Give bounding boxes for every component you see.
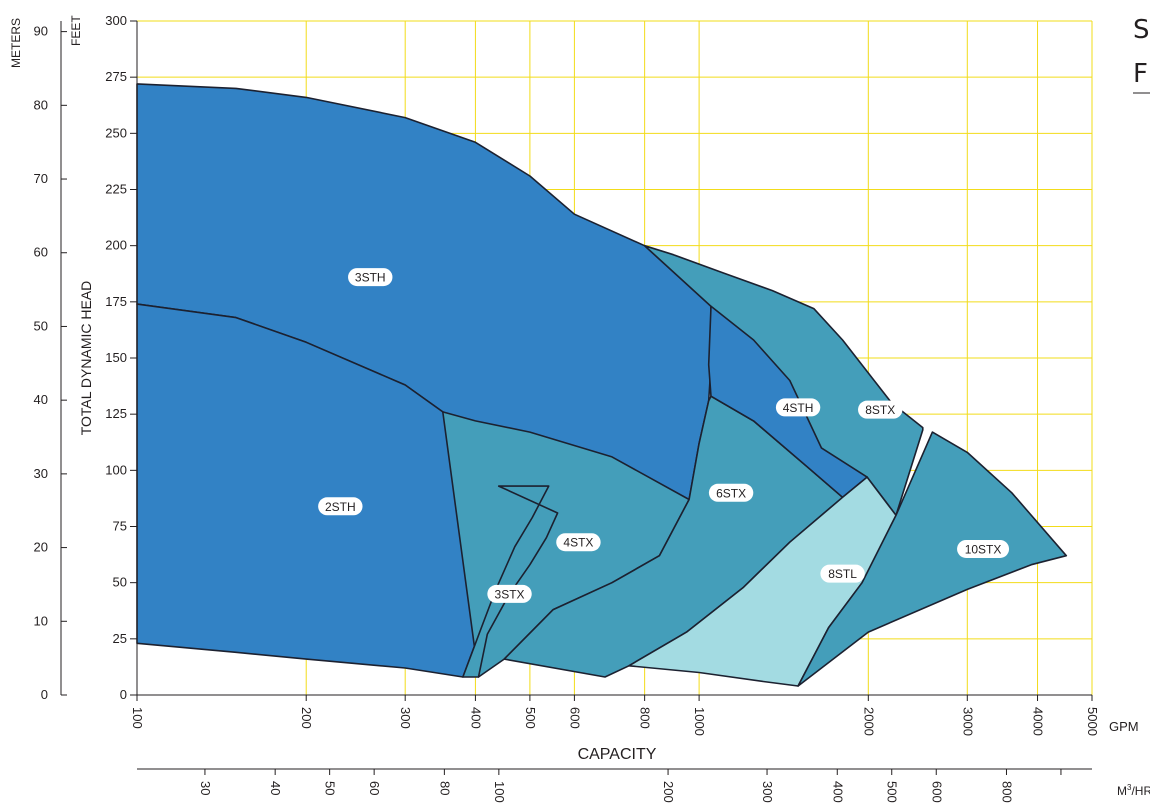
meter-tick-label: 70 — [34, 171, 48, 186]
gpm-tick-label: 300 — [398, 707, 413, 729]
m3hr-tick-label: 80 — [437, 781, 452, 795]
axes: 0255075100125150175200225250275300010203… — [34, 13, 1100, 803]
m3hr-tick-label: 300 — [760, 781, 775, 803]
region-label-badge — [318, 497, 363, 516]
region-label-4stx: 4STX — [556, 533, 601, 552]
region-labels: 3STH 2STH 4STX 3STX 6STX 8STX 4STH 8STL 10STX — [318, 268, 1010, 603]
chart-title: S — [1133, 15, 1150, 45]
meters-unit-label: METERS — [9, 18, 23, 68]
feet-unit-label: FEET — [69, 15, 83, 46]
region-3stx — [462, 485, 559, 678]
feet-tick-label: 0 — [120, 687, 127, 702]
region-label-8stl: 8STL — [820, 564, 865, 583]
region-label-text: 8STL — [828, 567, 857, 581]
region-label-badge — [487, 584, 532, 603]
region-label-badge — [858, 400, 903, 419]
m3hr-tick-label: 50 — [323, 781, 338, 795]
feet-tick-label: 225 — [105, 182, 127, 197]
m3hr-tick-label: 500 — [885, 781, 900, 803]
region-10stx — [797, 431, 1068, 687]
gpm-tick-label: 5000 — [1085, 707, 1100, 736]
region-label-badge — [957, 539, 1010, 558]
feet-tick-label: 175 — [105, 294, 127, 309]
feet-tick-label: 75 — [113, 519, 127, 534]
meter-tick-label: 60 — [34, 245, 48, 260]
gpm-tick-label: 200 — [299, 707, 314, 729]
gpm-tick-label: 600 — [567, 707, 582, 729]
meter-tick-label: 90 — [34, 24, 48, 39]
gpm-tick-label: 3000 — [960, 707, 975, 736]
meter-tick-label: 30 — [34, 466, 48, 481]
m3hr-tick-label: 60 — [367, 781, 382, 795]
region-label-10stx: 10STX — [957, 539, 1010, 558]
region-label-badge — [820, 564, 865, 583]
feet-tick-label: 25 — [113, 631, 127, 646]
gpm-tick-label: 2000 — [861, 707, 876, 736]
feet-tick-label: 200 — [105, 238, 127, 253]
feet-tick-label: 250 — [105, 125, 127, 140]
region-label-text: 6STX — [716, 486, 746, 500]
m3hr-tick-label: 40 — [268, 781, 283, 795]
feet-tick-label: 300 — [105, 13, 127, 28]
meter-tick-label: 0 — [41, 687, 48, 702]
region-label-text: 3STX — [495, 587, 525, 601]
region-label-text: 4STX — [563, 536, 593, 550]
pump-regions — [136, 83, 1068, 687]
m3hr-tick-label: 30 — [198, 781, 213, 795]
meter-tick-label: 80 — [34, 97, 48, 112]
region-label-badge — [708, 483, 754, 502]
m3hr-tick-label: 400 — [830, 781, 845, 803]
region-label-3sth: 3STH — [348, 268, 393, 287]
m3hr-tick-label: 100 — [492, 781, 507, 803]
y-axis-title: TOTAL DYNAMIC HEAD — [78, 281, 94, 436]
m3hr-unit-label: M3/HR — [1117, 783, 1150, 798]
gpm-tick-label: 4000 — [1031, 707, 1046, 736]
feet-tick-label: 100 — [105, 462, 127, 477]
meter-tick-label: 50 — [34, 318, 48, 333]
feet-tick-label: 150 — [105, 350, 127, 365]
meter-tick-label: 10 — [34, 613, 48, 628]
chart-subtitle: F — [1133, 59, 1148, 89]
region-label-text: 3STH — [355, 271, 386, 285]
m3hr-tick-label: 600 — [929, 781, 944, 803]
gpm-tick-label: 1000 — [692, 707, 707, 736]
region-label-8stx: 8STX — [858, 400, 903, 419]
region-label-badge — [556, 533, 601, 552]
feet-tick-label: 275 — [105, 69, 127, 84]
region-label-badge — [348, 268, 393, 287]
x-axis-title: CAPACITY — [578, 746, 657, 763]
feet-tick-label: 50 — [113, 575, 127, 590]
gpm-tick-label: 800 — [638, 707, 653, 729]
m3hr-tick-label: 200 — [661, 781, 676, 803]
region-label-text: 8STX — [865, 403, 895, 417]
region-label-2sth: 2STH — [318, 497, 363, 516]
gpm-tick-label: 500 — [523, 707, 538, 729]
region-label-text: 2STH — [325, 500, 356, 514]
region-label-6stx: 6STX — [708, 483, 754, 502]
gpm-tick-label: 100 — [130, 707, 145, 729]
meter-tick-label: 40 — [34, 392, 48, 407]
region-label-text: 10STX — [965, 542, 1002, 556]
gpm-unit-label: GPM — [1109, 719, 1139, 734]
gpm-tick-label: 400 — [468, 707, 483, 729]
region-label-3stx: 3STX — [487, 584, 532, 603]
region-label-badge — [775, 398, 821, 417]
feet-tick-label: 125 — [105, 406, 127, 421]
region-label-4sth: 4STH — [775, 398, 821, 417]
region-label-text: 4STH — [783, 401, 814, 415]
meter-tick-label: 20 — [34, 540, 48, 555]
m3hr-tick-label: 800 — [999, 781, 1014, 803]
